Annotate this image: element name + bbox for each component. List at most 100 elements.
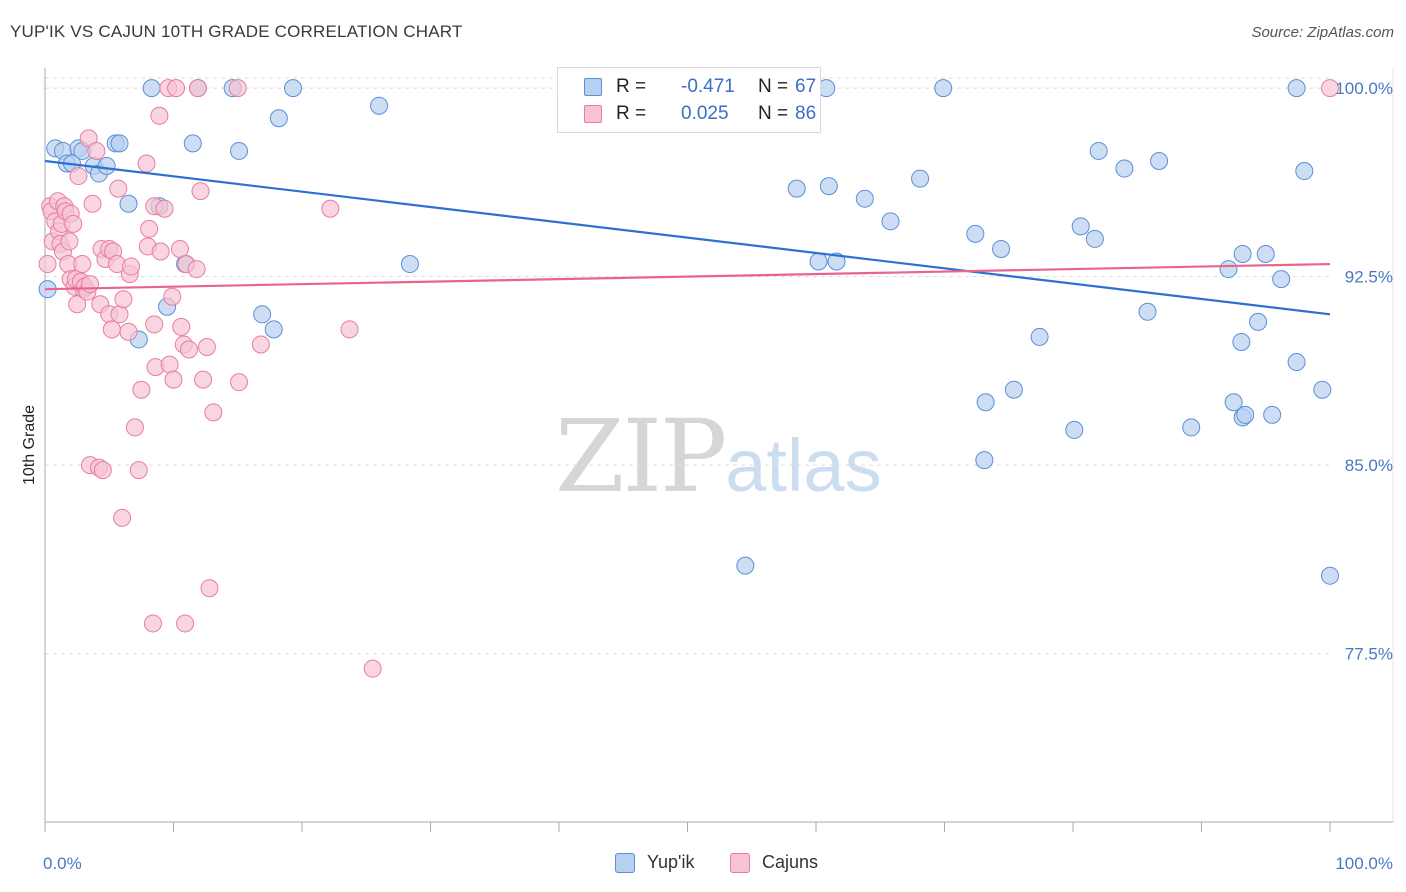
chart-title: YUP'IK VS CAJUN 10TH GRADE CORRELATION C… [10,22,463,41]
cajun-point [145,315,164,334]
cajun-point [155,199,174,218]
cajun-point [200,579,219,598]
yupik-point [1224,393,1243,412]
correlation-legend: R = -0.471 N = 67 R = 0.025 N = 86 [557,67,821,133]
legend-n-value: 86 [795,103,817,124]
yupik-point [1295,162,1314,181]
cajun-point [132,380,151,399]
cajun-point [68,295,87,314]
cajun-point [73,255,92,274]
cajun-point [143,614,162,633]
yupik-point [97,157,116,176]
cajun-point [191,182,210,201]
yupik-point [992,239,1011,258]
bottom-legend-swatch-yupik [615,853,635,873]
yupik-point [230,141,249,160]
yupik-point [911,169,930,188]
yupik-point [370,96,389,115]
yupik-point [975,451,994,470]
yupik-point [1182,418,1201,437]
yupik-trend-line [44,159,1331,316]
cajun-point [321,199,340,218]
axes [44,68,1394,832]
cajun-point [137,154,156,173]
y-tick-label: 100.0% [1335,79,1393,98]
cajun-point [110,305,129,324]
cajun-trend-line [44,262,1331,291]
yupik-point [1089,141,1108,160]
cajun-point [93,461,112,480]
yupik-point [1232,332,1251,351]
cajun-point [140,219,159,238]
cajun-point [38,255,57,274]
y-tick-label: 92.5% [1345,268,1393,287]
yupik-point [119,194,138,213]
trend-lines [44,159,1331,316]
yupik-point [1263,405,1282,424]
yupik-point [1150,151,1169,170]
yupik-point [1115,159,1134,178]
legend-swatch-yupik [584,78,602,96]
cajun-point [187,260,206,279]
data-points [38,79,1339,678]
x-tick-label: 0.0% [43,854,82,873]
cajun-point [83,194,102,213]
yupik-point [1030,327,1049,346]
tick-labels: 77.5% 85.0% 92.5% 100.0% 0.0% 100.0% 10th Grad… [21,79,1393,873]
yupik-point [809,252,828,271]
yupik-point [1138,302,1157,321]
legend-r-label: R = [616,103,647,124]
yupik-point [110,134,129,153]
cajun-point [80,275,99,294]
yupik-point [976,393,995,412]
source-credit: Source: ZipAtlas.com [1251,24,1394,41]
cajun-point [129,461,148,480]
y-tick-label: 85.0% [1345,456,1393,475]
yupik-point [269,109,288,128]
yupik-point [253,305,272,324]
yupik-point [1321,566,1339,585]
yupik-point [1065,420,1084,439]
yupik-point [400,255,419,274]
yupik-point [1233,244,1252,263]
x-tick-label: 100.0% [1335,854,1393,873]
y-tick-label: 77.5% [1345,645,1393,664]
cajun-point [150,106,169,125]
legend-r-value: 0.025 [681,103,729,124]
cajun-point [164,370,183,389]
cajun-point [340,320,359,339]
yupik-point [1085,229,1104,248]
yupik-point [966,224,985,243]
yupik-point [827,252,846,271]
cajun-point [228,79,247,98]
cajun-point [60,232,79,251]
cajun-point [163,287,182,306]
cajun-point [167,79,186,98]
cajun-point [102,320,121,339]
yupik-point [264,320,283,339]
yupik-point [1287,79,1306,98]
yupik-point [819,177,838,196]
yupik-point [736,556,755,575]
cajun-point [151,242,170,261]
yupik-point [934,79,953,98]
watermark-zip: ZIP [555,398,727,515]
legend-n-label: N = [758,103,789,124]
cajun-point [204,403,223,422]
yupik-point [787,179,806,198]
yupik-point [1272,270,1291,289]
cajun-point [251,335,270,354]
yupik-point [881,212,900,231]
bottom-legend-swatch-cajuns [730,853,750,873]
cajun-point [69,167,88,186]
cajun-point [179,340,198,359]
cajun-point [363,659,382,678]
yupik-point [1219,260,1238,279]
legend-r-value: -0.471 [681,76,735,97]
cajun-point [172,317,191,336]
yupik-point [1313,380,1332,399]
yupik-point [1256,244,1275,263]
cajun-point [1321,79,1339,98]
cajun-point [122,257,141,276]
